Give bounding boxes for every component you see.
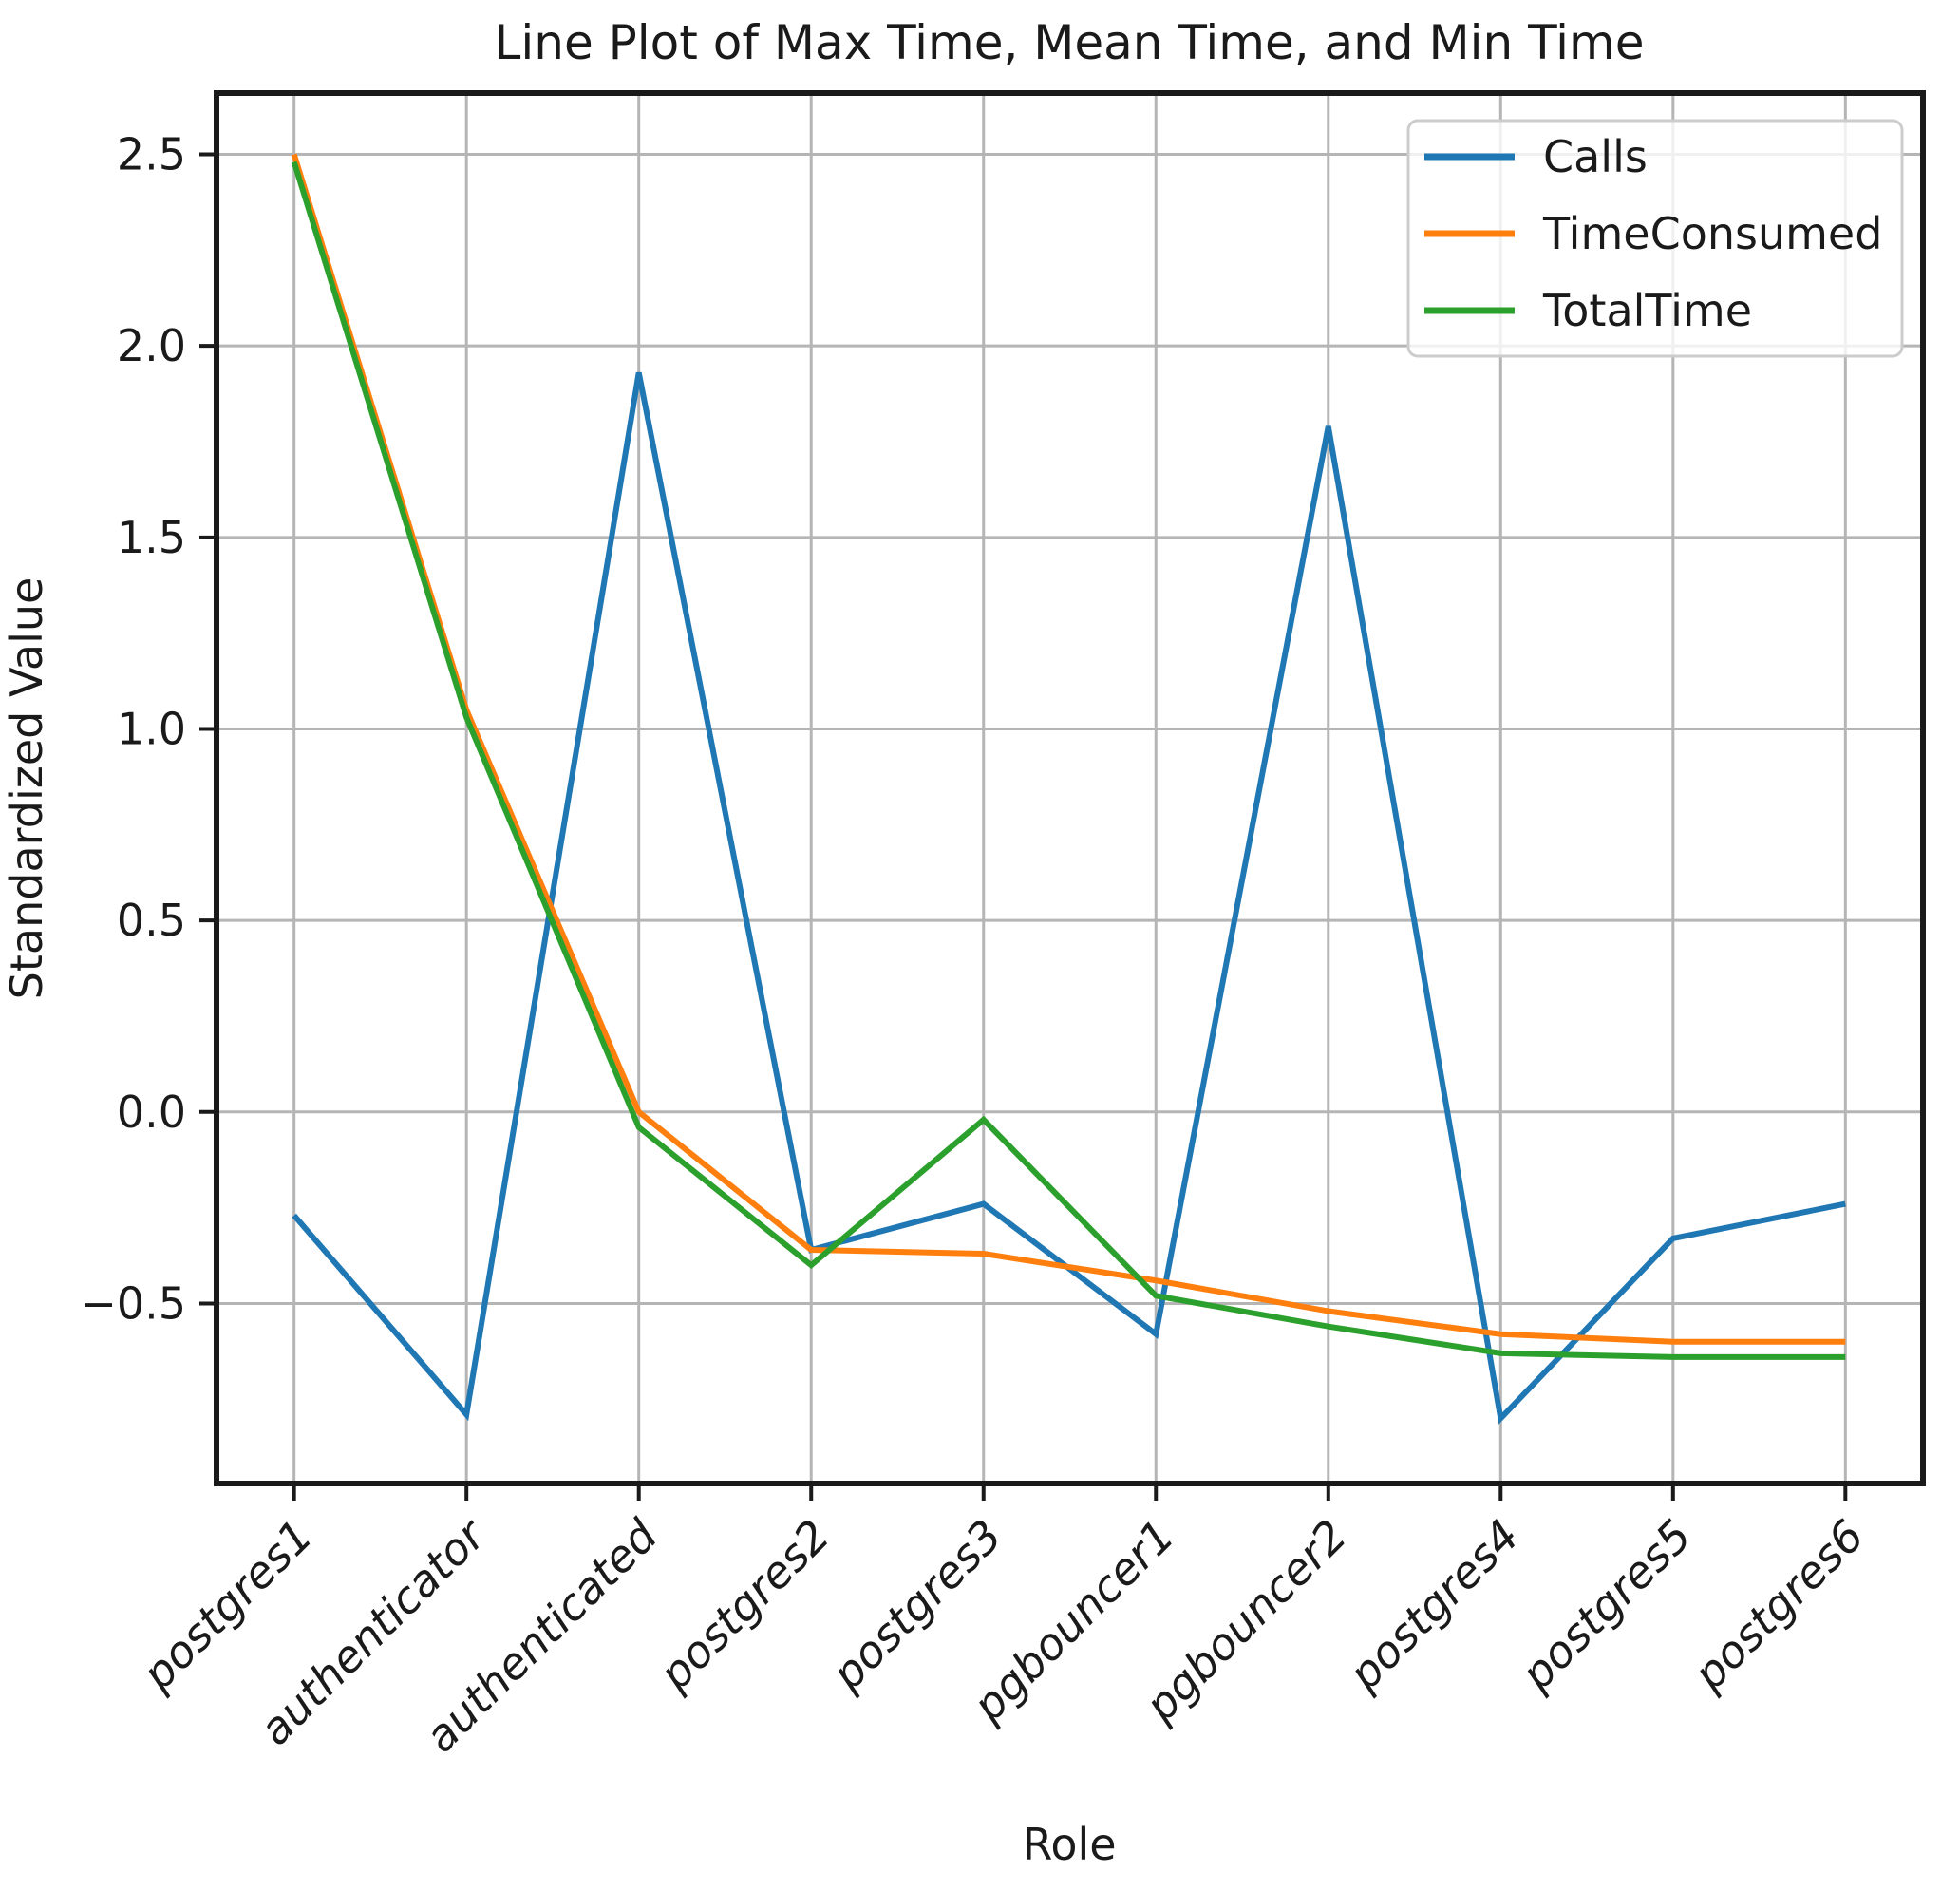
x-tick-label: postgres3	[821, 1510, 1012, 1701]
ticks-layer: 2.52.01.51.00.50.0−0.5postgres1authentic…	[80, 129, 1874, 1763]
legend-label-calls: Calls	[1543, 131, 1648, 182]
legend-label-timeconsumed: TimeConsumed	[1542, 208, 1882, 259]
x-axis-label: Role	[1022, 1819, 1116, 1870]
x-tick-label: postgres5	[1511, 1510, 1702, 1701]
series-line-calls	[292, 371, 1846, 1425]
legend-label-totaltime: TotalTime	[1542, 285, 1752, 336]
y-tick-label: 2.0	[117, 320, 186, 371]
x-tick-label: postgres1	[132, 1510, 323, 1701]
series-line-totaltime	[291, 161, 1846, 1360]
y-tick-label: 1.0	[117, 703, 186, 754]
x-tick-label: postgres6	[1683, 1510, 1874, 1701]
y-tick-label: −0.5	[80, 1277, 186, 1329]
y-tick-label: 2.5	[117, 129, 186, 180]
chart-title: Line Plot of Max Time, Mean Time, and Mi…	[495, 15, 1645, 70]
grid-layer	[217, 93, 1923, 1484]
x-tick-label: postgres2	[649, 1510, 839, 1701]
y-axis-label: Standardized Value	[1, 577, 52, 1000]
x-tick-label: postgres4	[1338, 1510, 1529, 1701]
legend: Calls TimeConsumed TotalTime	[1406, 119, 1904, 358]
y-tick-label: 0.0	[117, 1087, 186, 1138]
series-layer	[291, 153, 1846, 1425]
series-line-timeconsumed	[291, 153, 1846, 1345]
legend-box	[1406, 119, 1904, 358]
plot-border	[214, 90, 1926, 1486]
y-tick-label: 0.5	[117, 895, 186, 946]
y-tick-label: 1.5	[117, 512, 186, 563]
